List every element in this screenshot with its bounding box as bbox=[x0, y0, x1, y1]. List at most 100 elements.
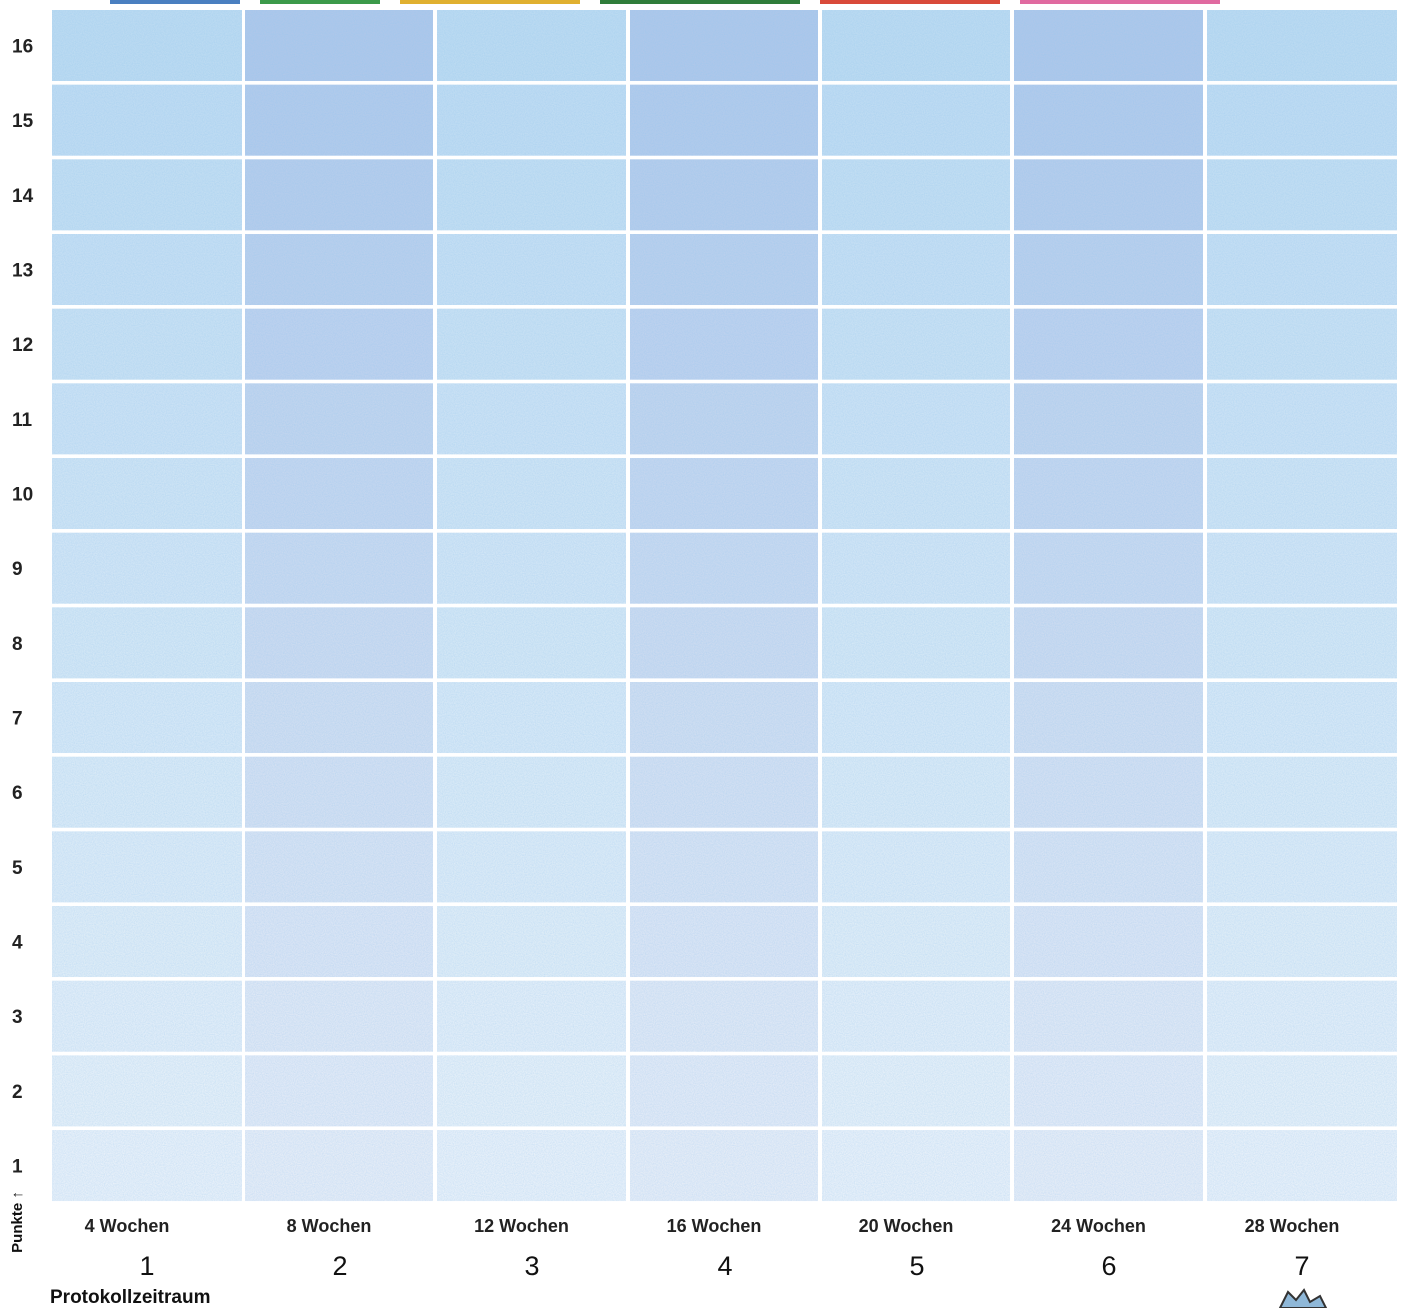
y-axis-label: Punkte ↑ bbox=[9, 1191, 26, 1253]
column-number: 3 bbox=[524, 1251, 539, 1281]
grid-cell bbox=[437, 85, 626, 156]
grid-cell bbox=[245, 1055, 433, 1126]
grid-cell bbox=[1014, 533, 1203, 604]
x-axis-label: Protokollzeitraum bbox=[50, 1287, 210, 1308]
grid-cell bbox=[437, 234, 626, 305]
y-label: 3 bbox=[12, 1007, 23, 1028]
mascot bbox=[1280, 1290, 1326, 1308]
column-number: 6 bbox=[1101, 1251, 1116, 1281]
grid-cell bbox=[630, 906, 818, 977]
grid-cell bbox=[245, 1130, 433, 1201]
grid-cell bbox=[245, 831, 433, 902]
grid-cell bbox=[245, 383, 433, 454]
y-label: 13 bbox=[12, 261, 33, 282]
grid-cell bbox=[630, 10, 818, 81]
grid-cell bbox=[437, 906, 626, 977]
grid-cell bbox=[1207, 159, 1397, 230]
grid-cell bbox=[1014, 10, 1203, 81]
y-label: 7 bbox=[12, 709, 23, 730]
grid-cell bbox=[1207, 533, 1397, 604]
grid-cell bbox=[822, 831, 1010, 902]
grid-cell bbox=[630, 757, 818, 828]
column-label: 20 Wochen bbox=[859, 1216, 954, 1236]
grid-cell bbox=[822, 10, 1010, 81]
column-label: 16 Wochen bbox=[667, 1216, 762, 1236]
grid-cell bbox=[245, 234, 433, 305]
grid-cell bbox=[1207, 458, 1397, 529]
y-label: 11 bbox=[12, 410, 33, 431]
grid-cell bbox=[822, 757, 1010, 828]
grid-cell bbox=[245, 159, 433, 230]
grid-cell bbox=[1014, 85, 1203, 156]
grid-cell bbox=[52, 906, 242, 977]
grid-cell bbox=[822, 458, 1010, 529]
grid-cell bbox=[822, 159, 1010, 230]
grid bbox=[52, 10, 1397, 1201]
grid-cell bbox=[245, 906, 433, 977]
grid-cell bbox=[1207, 981, 1397, 1052]
grid-cell bbox=[1014, 682, 1203, 753]
grid-cell bbox=[245, 85, 433, 156]
grid-cell bbox=[1014, 458, 1203, 529]
grid-cell bbox=[822, 1130, 1010, 1201]
grid-cell bbox=[822, 383, 1010, 454]
y-label: 14 bbox=[12, 186, 34, 207]
grid-cell bbox=[1014, 1130, 1203, 1201]
grid-cell bbox=[437, 383, 626, 454]
column-label: 4 Wochen bbox=[85, 1216, 170, 1236]
grid-cell bbox=[1207, 906, 1397, 977]
grid-cell bbox=[1207, 383, 1397, 454]
grid-cell bbox=[630, 85, 818, 156]
grid-cell bbox=[1014, 831, 1203, 902]
grid-cell bbox=[822, 906, 1010, 977]
column-number: 4 bbox=[717, 1251, 732, 1281]
grid-cell bbox=[1207, 10, 1397, 81]
grid-cell bbox=[437, 10, 626, 81]
y-label: 10 bbox=[12, 485, 33, 506]
grid-cell bbox=[52, 682, 242, 753]
y-label: 4 bbox=[12, 933, 23, 954]
grid-cell bbox=[437, 1130, 626, 1201]
grid-cell bbox=[52, 458, 242, 529]
grid-cell bbox=[630, 607, 818, 678]
grid-cell bbox=[245, 309, 433, 380]
grid-cell bbox=[52, 1130, 242, 1201]
grid-cell bbox=[822, 1055, 1010, 1126]
grid-cell bbox=[822, 682, 1010, 753]
grid-cell bbox=[245, 981, 433, 1052]
grid-cell bbox=[630, 533, 818, 604]
grid-cell bbox=[437, 607, 626, 678]
grid-cell bbox=[52, 309, 242, 380]
grid-cell bbox=[52, 1055, 242, 1126]
grid-cell bbox=[52, 234, 242, 305]
grid-cell bbox=[1014, 757, 1203, 828]
grid-cell bbox=[52, 159, 242, 230]
grid-cell bbox=[245, 458, 433, 529]
column-label: 8 Wochen bbox=[287, 1216, 372, 1236]
y-label: 2 bbox=[12, 1082, 23, 1103]
grid-cell bbox=[245, 10, 433, 81]
grid-cell bbox=[52, 831, 242, 902]
grid-cell bbox=[822, 981, 1010, 1052]
grid-cell bbox=[1207, 1055, 1397, 1126]
y-label: 6 bbox=[12, 783, 23, 804]
grid-cell bbox=[437, 1055, 626, 1126]
grid-cell bbox=[822, 309, 1010, 380]
grid-cell bbox=[630, 458, 818, 529]
grid-cell bbox=[245, 757, 433, 828]
grid-cell bbox=[1207, 1130, 1397, 1201]
column-label: 24 Wochen bbox=[1051, 1216, 1146, 1236]
grid-cell bbox=[822, 234, 1010, 305]
grid-cell bbox=[52, 981, 242, 1052]
grid-cell bbox=[437, 458, 626, 529]
grid-cell bbox=[1207, 682, 1397, 753]
page: {"y_labels": ["1","2","3","4","5","6","7… bbox=[0, 0, 1404, 1308]
column-number: 2 bbox=[332, 1251, 347, 1281]
grid-cell bbox=[822, 607, 1010, 678]
grid-cell bbox=[1207, 757, 1397, 828]
grid-cell bbox=[437, 757, 626, 828]
grid-cell bbox=[630, 831, 818, 902]
grid-cell bbox=[437, 682, 626, 753]
grid-sheet: Punkte ↑ Protokollzeitraum 1234567891011… bbox=[0, 0, 1404, 1308]
grid-cell bbox=[245, 533, 433, 604]
